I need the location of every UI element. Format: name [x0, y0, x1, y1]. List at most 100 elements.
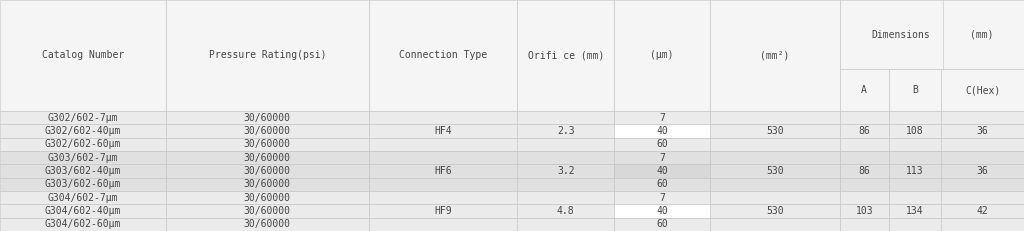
Text: 60: 60: [656, 219, 668, 229]
Bar: [889, 138, 941, 151]
Bar: [0, 218, 166, 231]
Text: (μm): (μm): [650, 50, 674, 61]
Bar: [0, 164, 166, 178]
Text: 42: 42: [977, 206, 988, 216]
Bar: [369, 138, 517, 151]
Bar: [614, 124, 710, 138]
Bar: [614, 151, 710, 164]
Bar: [710, 0, 840, 111]
Bar: [941, 204, 1024, 218]
Bar: [166, 151, 369, 164]
Bar: [369, 111, 517, 124]
Text: G304/602-60μm: G304/602-60μm: [45, 219, 121, 229]
Bar: [166, 164, 369, 178]
Text: (mm²): (mm²): [760, 50, 790, 61]
Text: 530: 530: [766, 166, 783, 176]
Bar: [710, 138, 840, 151]
Bar: [710, 218, 840, 231]
Bar: [614, 191, 710, 204]
Text: 113: 113: [906, 166, 924, 176]
Bar: [614, 178, 710, 191]
Text: 30/60000: 30/60000: [244, 112, 291, 123]
Bar: [614, 204, 710, 218]
Bar: [840, 138, 889, 151]
Bar: [369, 124, 517, 138]
Bar: [840, 178, 889, 191]
Bar: [517, 204, 614, 218]
Text: 30/60000: 30/60000: [244, 219, 291, 229]
Bar: [369, 151, 517, 164]
Bar: [0, 204, 166, 218]
Bar: [710, 124, 840, 138]
Bar: [166, 124, 369, 138]
Bar: [517, 178, 614, 191]
Text: 30/60000: 30/60000: [244, 139, 291, 149]
Text: C(Hex): C(Hex): [965, 85, 1000, 95]
Bar: [710, 151, 840, 164]
Text: 30/60000: 30/60000: [244, 193, 291, 203]
Text: 30/60000: 30/60000: [244, 153, 291, 163]
Bar: [0, 0, 166, 111]
Bar: [710, 191, 840, 204]
Bar: [840, 124, 889, 138]
Text: A: A: [861, 85, 867, 95]
Bar: [614, 111, 710, 124]
Text: G302/602-60μm: G302/602-60μm: [45, 139, 121, 149]
Bar: [941, 164, 1024, 178]
Bar: [614, 218, 710, 231]
Bar: [369, 191, 517, 204]
Text: 7: 7: [659, 112, 665, 123]
Bar: [710, 178, 840, 191]
Bar: [517, 138, 614, 151]
Text: 36: 36: [977, 126, 988, 136]
Bar: [889, 164, 941, 178]
Bar: [369, 204, 517, 218]
Bar: [517, 218, 614, 231]
Text: 36: 36: [977, 166, 988, 176]
Text: 30/60000: 30/60000: [244, 206, 291, 216]
Text: (mm): (mm): [970, 30, 993, 40]
Bar: [0, 124, 166, 138]
Text: G303/602-60μm: G303/602-60μm: [45, 179, 121, 189]
Bar: [889, 151, 941, 164]
Bar: [0, 178, 166, 191]
Bar: [840, 111, 889, 124]
Bar: [889, 204, 941, 218]
Bar: [0, 151, 166, 164]
Bar: [840, 218, 889, 231]
Text: 86: 86: [858, 166, 870, 176]
Text: 2.3: 2.3: [557, 126, 574, 136]
Bar: [614, 138, 710, 151]
Text: 134: 134: [906, 206, 924, 216]
Text: 60: 60: [656, 139, 668, 149]
Text: G304/602-40μm: G304/602-40μm: [45, 206, 121, 216]
Bar: [840, 204, 889, 218]
Text: Catalog Number: Catalog Number: [42, 50, 124, 61]
Text: HF9: HF9: [434, 206, 452, 216]
Text: B: B: [912, 85, 918, 95]
Bar: [517, 164, 614, 178]
Text: 530: 530: [766, 126, 783, 136]
Bar: [0, 111, 166, 124]
Text: Pressure Rating(psi): Pressure Rating(psi): [209, 50, 326, 61]
Text: G303/602-40μm: G303/602-40μm: [45, 166, 121, 176]
Text: Connection Type: Connection Type: [398, 50, 487, 61]
Text: 40: 40: [656, 206, 668, 216]
Bar: [941, 178, 1024, 191]
Bar: [889, 69, 941, 111]
Text: HF4: HF4: [434, 126, 452, 136]
Text: 7: 7: [659, 193, 665, 203]
Text: 530: 530: [766, 206, 783, 216]
Bar: [517, 191, 614, 204]
Bar: [941, 111, 1024, 124]
Text: G302/602-7μm: G302/602-7μm: [48, 112, 118, 123]
Text: G302/602-40μm: G302/602-40μm: [45, 126, 121, 136]
Text: HF6: HF6: [434, 166, 452, 176]
Bar: [517, 151, 614, 164]
Bar: [0, 138, 166, 151]
Bar: [166, 0, 369, 111]
Bar: [941, 218, 1024, 231]
Text: 40: 40: [656, 126, 668, 136]
Bar: [889, 124, 941, 138]
Text: 3.2: 3.2: [557, 166, 574, 176]
